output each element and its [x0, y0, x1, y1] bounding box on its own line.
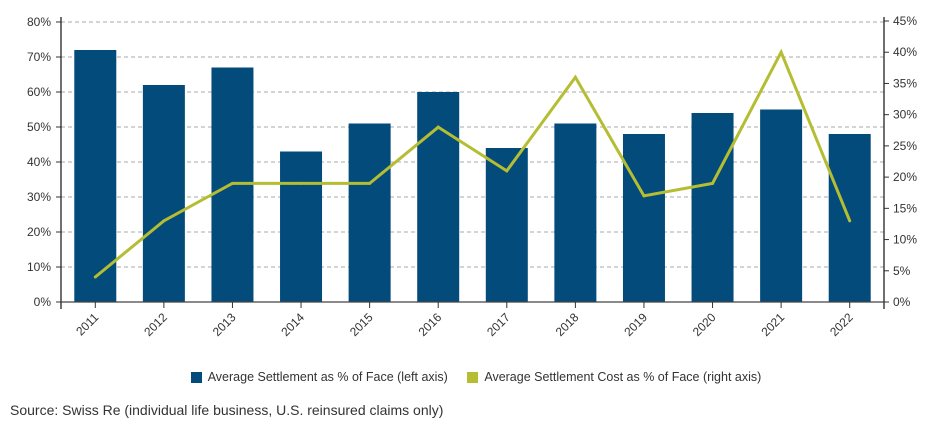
line-point-2020	[711, 181, 715, 185]
right-axis-tick-label: 0%	[893, 295, 911, 309]
bar-2021	[760, 109, 803, 302]
x-axis-tick-label: 2011	[73, 310, 101, 338]
legend-item-line: Average Settlement Cost as % of Face (ri…	[467, 370, 761, 384]
right-axis-tick-label: 25%	[893, 139, 917, 153]
x-axis-tick-label: 2020	[690, 310, 719, 339]
line-point-2017	[505, 169, 509, 173]
legend-item-bar: Average Settlement as % of Face (left ax…	[190, 370, 448, 384]
x-axis-tick-label: 2021	[758, 310, 787, 339]
x-axis-tick-label: 2018	[553, 310, 582, 339]
left-axis-tick-label: 40%	[27, 155, 51, 169]
right-axis-tick-label: 40%	[893, 45, 917, 59]
x-axis-tick-label: 2019	[621, 310, 650, 339]
right-axis-tick-label: 15%	[893, 201, 917, 215]
left-axis-tick-label: 70%	[27, 50, 51, 64]
right-axis-tick-label: 20%	[893, 170, 917, 184]
line-point-2014	[299, 181, 303, 185]
bar-2015	[348, 123, 391, 302]
legend-label-bar: Average Settlement as % of Face (left ax…	[207, 370, 448, 384]
x-axis-tick-label: 2013	[210, 310, 239, 339]
bar-2016	[417, 92, 460, 302]
legend-label-line: Average Settlement Cost as % of Face (ri…	[484, 370, 762, 384]
bar-2017	[485, 148, 528, 302]
left-axis-tick-label: 0%	[34, 295, 52, 309]
left-axis-tick-label: 60%	[27, 85, 51, 99]
x-axis-tick-label: 2017	[484, 310, 513, 339]
legend: Average Settlement as % of Face (left ax…	[0, 370, 952, 386]
right-axis-tick-label: 5%	[893, 264, 911, 278]
left-axis-tick-label: 20%	[27, 225, 51, 239]
legend-swatch-bar	[190, 371, 202, 383]
line-point-2019	[642, 194, 646, 198]
x-axis-tick-label: 2022	[827, 310, 856, 339]
right-axis-tick-label: 35%	[893, 76, 917, 90]
legend-swatch-line	[467, 371, 479, 383]
left-axis-tick-label: 30%	[27, 190, 51, 204]
left-axis-tick-label: 80%	[27, 15, 51, 29]
right-axis-tick-label: 30%	[893, 108, 917, 122]
source-note: Source: Swiss Re (individual life busine…	[10, 402, 444, 418]
line-point-2022	[848, 219, 852, 223]
line-point-2013	[230, 181, 234, 185]
line-point-2018	[573, 75, 577, 79]
bar-2011	[74, 50, 117, 302]
bar-2018	[554, 123, 597, 302]
left-axis-tick-label: 10%	[27, 260, 51, 274]
line-point-2016	[436, 125, 440, 129]
line-point-2011	[93, 275, 97, 279]
combo-chart: 0% 10% 20% 30% 40% 50% 60% 70% 80% 0% 5% 10% 15% 20% 2…	[27, 14, 917, 339]
bar-2014	[280, 151, 323, 302]
left-axis-tick-label: 50%	[27, 120, 51, 134]
line-point-2012	[162, 219, 166, 223]
x-axis-tick-label: 2015	[347, 310, 376, 339]
x-axis-tick-label: 2012	[141, 310, 170, 339]
line-series-settlement-cost	[94, 48, 852, 279]
bar-2020	[691, 113, 734, 302]
right-axis-tick-label: 10%	[893, 233, 917, 247]
line-point-2021	[779, 50, 783, 54]
bar-2019	[622, 134, 665, 302]
x-axis-tick-label: 2014	[278, 310, 307, 339]
x-axis-tick-label: 2016	[416, 310, 445, 339]
bar-2012	[142, 85, 185, 302]
line-point-2015	[368, 181, 372, 185]
right-axis-tick-label: 45%	[893, 14, 917, 28]
